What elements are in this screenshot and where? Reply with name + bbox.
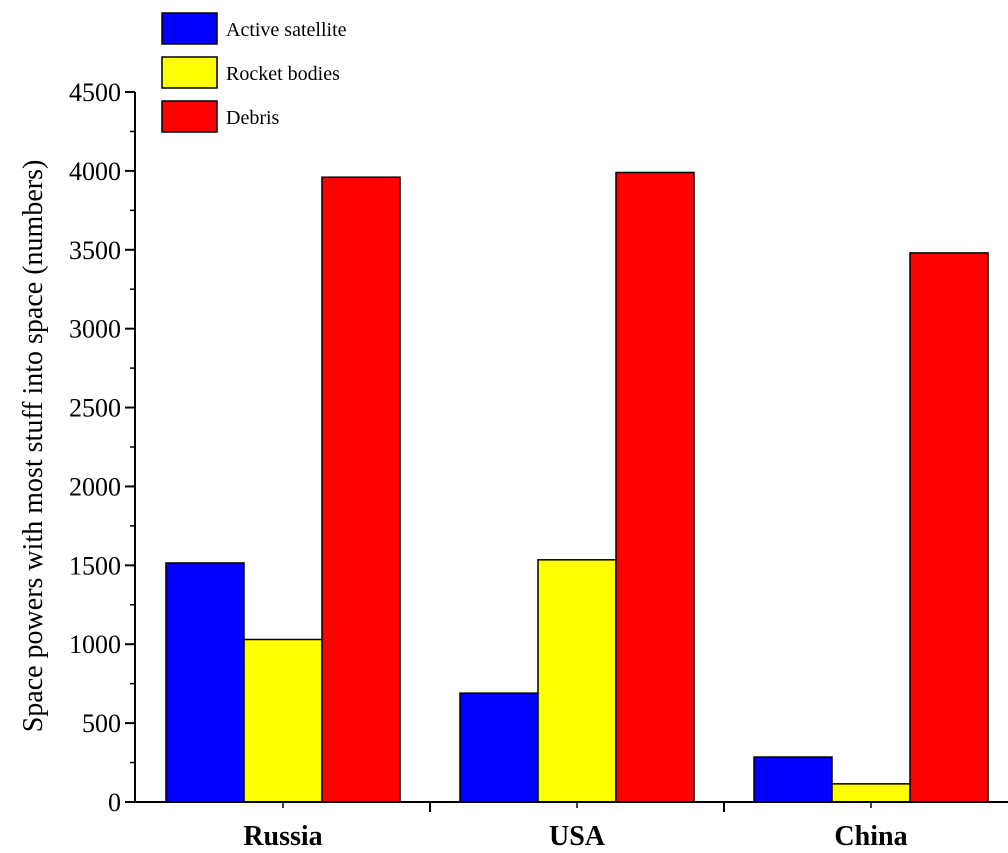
- legend: Active satellite Rocket bodies Debris: [161, 12, 347, 133]
- bar-china-debris: [909, 252, 989, 803]
- x-category-label: USA: [549, 821, 606, 852]
- axes-group: 0 500 1000 1500 2000 2500 3000 3500 4000 4500 Russ…: [69, 78, 1008, 852]
- y-tick-label: 4000: [69, 157, 121, 186]
- y-tick-label: 4500: [69, 78, 121, 107]
- y-axis-title: Space powers with most stuff into space …: [18, 160, 49, 733]
- y-tick-label: 1000: [69, 630, 121, 659]
- y-tick-label: 0: [108, 788, 121, 817]
- legend-label: Rocket bodies: [226, 63, 340, 85]
- bar-russia-active-satellite: [165, 562, 245, 803]
- y-tick-label: 3500: [69, 236, 121, 265]
- legend-swatch: [161, 100, 218, 133]
- y-tick-label: 2500: [69, 394, 121, 423]
- y-tick-label: 500: [82, 709, 121, 738]
- bar-china-active-satellite: [753, 756, 833, 803]
- y-tick-label: 1500: [69, 551, 121, 580]
- x-category-label: Russia: [243, 821, 322, 852]
- bars-group: [165, 171, 989, 803]
- bar-usa-active-satellite: [459, 692, 539, 803]
- legend-swatch: [161, 56, 218, 89]
- bar-russia-debris: [321, 176, 401, 803]
- bar-usa-debris: [615, 171, 695, 803]
- x-category-label: China: [834, 821, 907, 852]
- legend-label: Debris: [226, 107, 280, 129]
- y-tick-label: 3000: [69, 315, 121, 344]
- legend-swatch: [161, 12, 218, 45]
- y-tick-label: 2000: [69, 472, 121, 501]
- bar-china-rocket-bodies: [831, 783, 911, 803]
- legend-label: Active satellite: [226, 19, 347, 41]
- bar-usa-rocket-bodies: [537, 559, 617, 803]
- bar-russia-rocket-bodies: [243, 638, 323, 803]
